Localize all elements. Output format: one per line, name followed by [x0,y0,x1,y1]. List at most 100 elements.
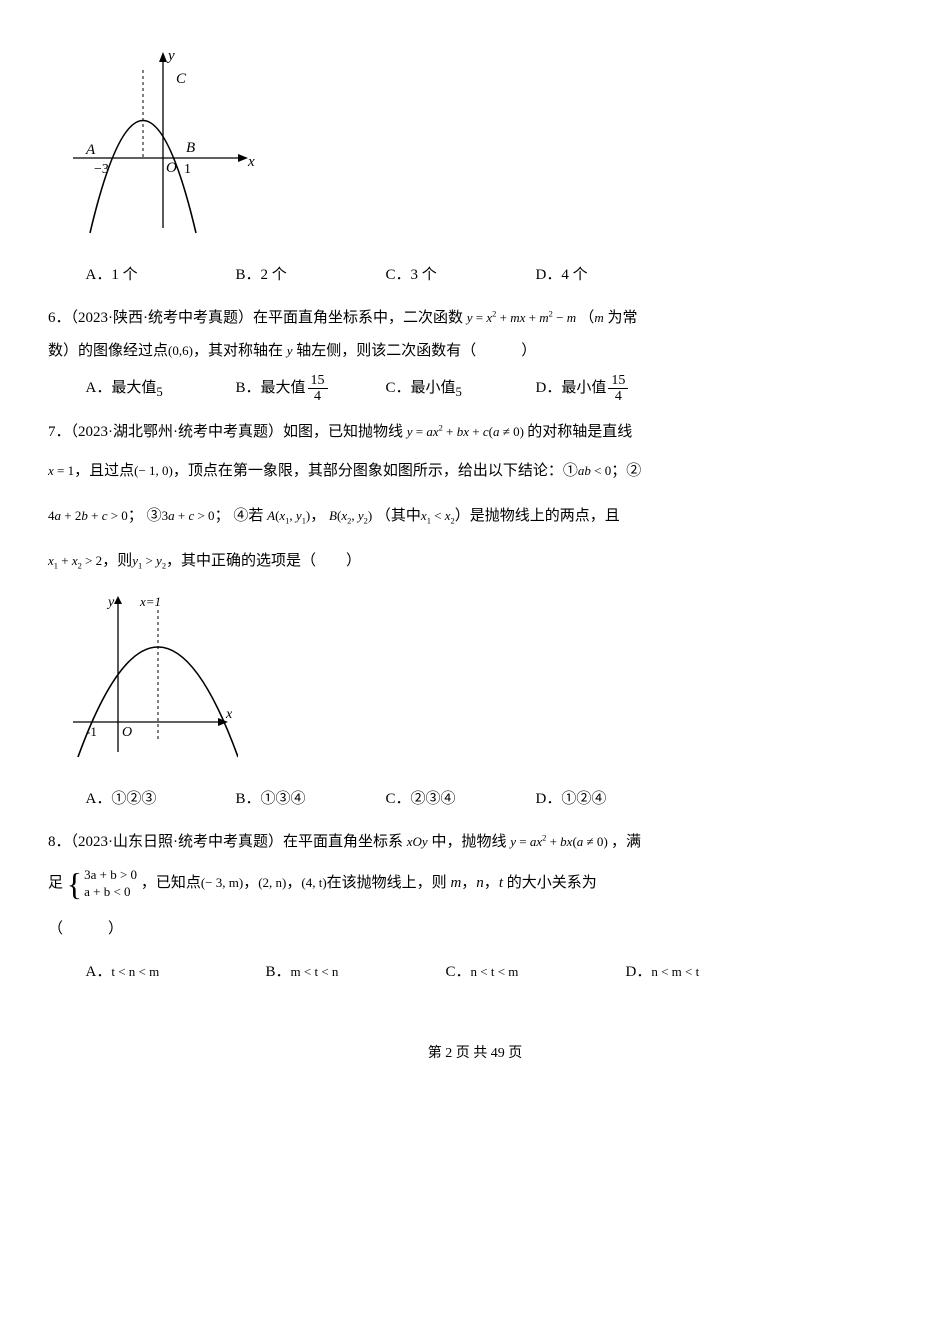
brace-icon: { [67,868,82,900]
q7Blp: B [329,508,337,523]
q6a-val: 5 [156,385,162,399]
svg-text:-1: -1 [86,724,97,739]
q6-opt-b: B．最大值154 [236,372,386,406]
q8l2e: ， [484,875,499,891]
svg-text:O: O [166,160,177,176]
q8cm1: ， [243,875,258,891]
q7l2b: ，且过点 [74,463,134,479]
q7-line2: x = 1，且过点(− 1, 0)，顶点在第一象限，其部分图象如图所示，给出以下… [48,449,902,494]
q8-paren: （ ） [48,907,902,952]
svg-text:−3: −3 [94,162,109,177]
q7-opt-c: C．②③④ [386,783,536,816]
q7-pre: 7．（2023·湖北鄂州·统考中考真题）如图，已知抛物线 [48,424,403,440]
q6c-val: 5 [456,385,462,399]
q6-l2b: ，其对称轴在 [193,343,287,359]
q7l3g: ）是抛物线上的两点，且 [455,508,620,524]
q6-tail: 为常 [604,310,638,326]
parabola-graph-1: x y A B C O −3 1 [68,48,258,238]
q6d-den: 4 [608,389,628,404]
q6-opt-c: C．最小值5 [386,372,536,406]
q7after: 的对称轴是直线 [527,424,632,440]
q7l3op2: > 0 [194,508,214,523]
svg-text:x=1: x=1 [139,594,161,609]
q7c4l: ④ [233,508,248,524]
q8apre: A． [86,964,112,980]
q7l3f: （其中 [376,508,421,524]
q7l4d: ，其中正确的选项是（ ） [166,553,361,569]
q7c1o: < 0 [591,463,611,478]
q7-line4: x1 + x2 > 2，则y1 > y2，其中正确的选项是（ ） [48,539,902,584]
svg-text:1: 1 [184,162,191,177]
q7l3op: > 0 [107,508,127,523]
q6-p1: + [496,310,510,325]
q7eq: = [413,424,427,439]
q6b-num: 15 [308,373,328,389]
q8l2f: 的大小关系为 [503,875,597,891]
q7l3e: 若 [248,508,263,524]
q7l2pt: (− 1, 0) [134,463,173,478]
q8rp: ) [603,834,607,849]
q5-options: A．1 个 B．2 个 C．3 个 D．4 个 [86,259,903,292]
q6-options: A．最大值5 B．最大值154 C．最小值5 D．最小值154 [86,372,903,406]
q7c3l: ③ [147,508,162,524]
q8case1: 3a + b > 0 [84,867,137,882]
q6-p2: + [525,310,539,325]
q5-opt-d: D．4 个 [536,259,686,292]
q6-lp: （ [579,310,594,326]
q6c-pre: C．最小值 [386,380,456,396]
q7l3p2: + [88,508,102,523]
q8p: + [546,834,560,849]
q7l3d: ； [215,508,230,524]
q5-opt-c: C．3 个 [386,259,536,292]
q8-opt-b: B．m < t < n [266,956,446,989]
q6-l2c: 轴左侧，则该二次函数有（ ） [292,343,536,359]
figure-q7: x y x=1 O -1 [68,592,902,775]
q6-eq: = [473,310,487,325]
svg-text:y: y [166,48,175,64]
q6b-den: 4 [308,389,328,404]
q8bpre: B． [266,964,291,980]
q5-opt-a: A．1 个 [86,259,236,292]
q8l2d: ， [461,875,476,891]
q6-line2: 数）的图像经过点(0,6)，其对称轴在 y 轴左侧，则该二次函数有（ ） [48,335,902,368]
q7-options: A．①②③ B．①③④ C．②③④ D．①②④ [86,783,903,816]
q7p1: + [443,424,457,439]
q7-line3: 4a + 2b + c > 0； ③3a + c > 0； ④若 A(x1, y… [48,494,902,539]
svg-text:B: B [186,140,195,156]
q7l2d: ； [611,463,626,479]
q8cm2: ， [286,875,301,891]
q6d-num: 15 [608,373,628,389]
q6-opt-a: A．最大值5 [86,372,236,406]
q8-stem: 8．（2023·山东日照·统考中考真题）在平面直角坐标系 xOy 中，抛物线 y… [48,826,902,859]
q8p2x: (2, n) [258,875,286,890]
svg-text:A: A [85,142,96,158]
q7p2: + [469,424,483,439]
q7neq: ≠ 0 [499,424,519,439]
q8after: ，满 [611,834,641,850]
q8-opt-c: C．n < t < m [446,956,626,989]
q8-opt-a: A．t < n < m [86,956,266,989]
q7l3b: ； [128,508,143,524]
q7l4gt: > [142,553,156,568]
q7rp: ) [520,424,524,439]
q8-cases: 3a + b > 0 a + b < 0 [84,867,137,901]
q7l3p1: + 2 [61,508,81,523]
page-footer: 第 2 页 共 49 页 [48,1039,902,1070]
q8aval: t < n < m [111,964,159,979]
q5-opt-b: B．2 个 [236,259,386,292]
q6-opt-d: D．最小值154 [536,372,686,406]
q8mid: 中，抛物线 [431,834,506,850]
q8nv: n [476,875,484,891]
q8coord: xOy [407,834,428,849]
svg-text:C: C [176,71,187,87]
svg-text:x: x [225,707,233,722]
q8cval: n < t < m [471,964,519,979]
q8-options: A．t < n < m B．m < t < n C．n < t < m D．n … [86,956,903,989]
q7-opt-b: B．①③④ [236,783,386,816]
q7l4c: ，则 [102,553,132,569]
figure-q5: x y A B C O −3 1 [68,48,902,251]
svg-text:O: O [122,725,132,740]
q7rp1: ) [306,508,310,523]
q8pre: 8．（2023·山东日照·统考中考真题）在平面直角坐标系 [48,834,403,850]
svg-text:x: x [247,154,255,170]
